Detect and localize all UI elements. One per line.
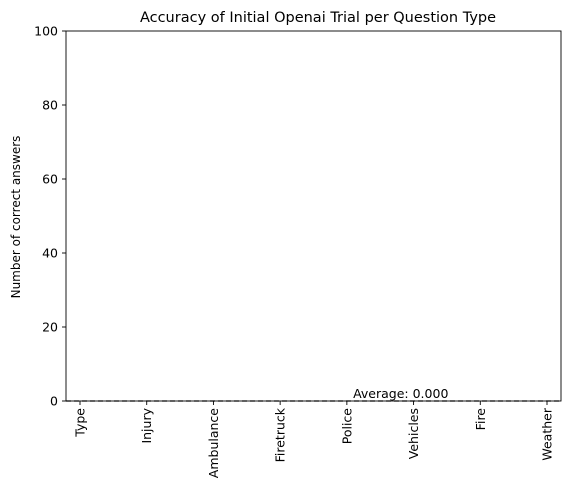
y-tick-label: 60 bbox=[42, 172, 58, 187]
y-tick-label: 80 bbox=[42, 98, 58, 113]
x-tick-label: Firetruck bbox=[273, 407, 288, 462]
x-tick-label: Fire bbox=[473, 408, 488, 431]
average-line-group: Average: 0.000 bbox=[66, 386, 561, 402]
y-tick-label: 20 bbox=[42, 320, 58, 335]
y-tick-label: 0 bbox=[50, 394, 58, 409]
x-tick-label: Vehicles bbox=[406, 408, 421, 459]
y-axis-label: Number of correct answers bbox=[9, 136, 23, 299]
chart-title: Accuracy of Initial Openai Trial per Que… bbox=[140, 10, 496, 26]
x-tick-label: Weather bbox=[540, 407, 555, 460]
x-tick-label: Police bbox=[339, 408, 354, 445]
x-tick-label: Ambulance bbox=[206, 408, 221, 479]
y-tick-label: 100 bbox=[34, 24, 58, 39]
average-label: Average: 0.000 bbox=[353, 386, 448, 401]
x-tick-label: Type bbox=[73, 408, 88, 438]
y-axis-ticks: 0 20 40 60 80 100 bbox=[34, 24, 66, 409]
y-tick-label: 40 bbox=[42, 246, 58, 261]
plot-frame bbox=[65, 30, 562, 402]
x-axis-ticks: Type Injury Ambulance Firetruck Police Vehicl… bbox=[73, 401, 555, 478]
x-tick-label: Injury bbox=[139, 407, 154, 443]
